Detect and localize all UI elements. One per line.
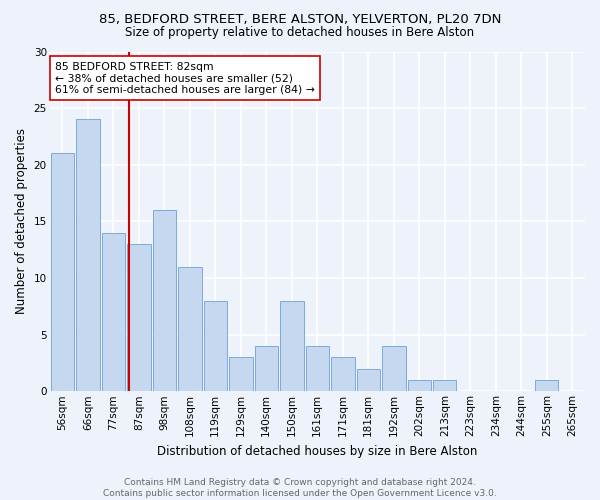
Bar bbox=[433, 380, 457, 392]
Bar bbox=[152, 210, 176, 392]
Bar bbox=[356, 368, 380, 392]
X-axis label: Distribution of detached houses by size in Bere Alston: Distribution of detached houses by size … bbox=[157, 444, 478, 458]
Text: 85 BEDFORD STREET: 82sqm
← 38% of detached houses are smaller (52)
61% of semi-d: 85 BEDFORD STREET: 82sqm ← 38% of detach… bbox=[55, 62, 315, 95]
Bar bbox=[178, 266, 202, 392]
Bar bbox=[305, 346, 329, 392]
Bar bbox=[382, 346, 406, 392]
Y-axis label: Number of detached properties: Number of detached properties bbox=[15, 128, 28, 314]
Text: Size of property relative to detached houses in Bere Alston: Size of property relative to detached ho… bbox=[125, 26, 475, 39]
Bar bbox=[101, 232, 125, 392]
Bar bbox=[331, 358, 355, 392]
Bar bbox=[535, 380, 559, 392]
Bar bbox=[203, 300, 227, 392]
Bar bbox=[229, 358, 253, 392]
Bar bbox=[50, 154, 74, 392]
Bar bbox=[254, 346, 278, 392]
Text: Contains HM Land Registry data © Crown copyright and database right 2024.
Contai: Contains HM Land Registry data © Crown c… bbox=[103, 478, 497, 498]
Bar bbox=[280, 300, 304, 392]
Bar bbox=[76, 120, 100, 392]
Bar bbox=[127, 244, 151, 392]
Bar bbox=[407, 380, 431, 392]
Text: 85, BEDFORD STREET, BERE ALSTON, YELVERTON, PL20 7DN: 85, BEDFORD STREET, BERE ALSTON, YELVERT… bbox=[99, 12, 501, 26]
